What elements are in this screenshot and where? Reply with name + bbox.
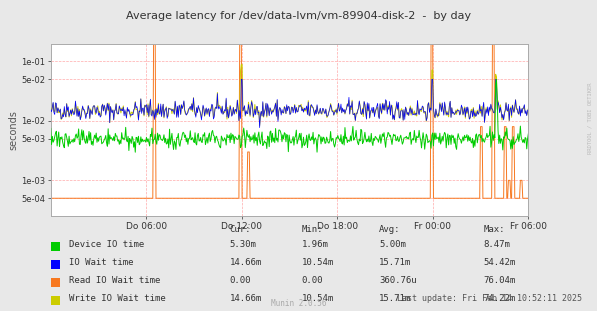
Text: Max:: Max: xyxy=(484,225,505,234)
Text: 360.76u: 360.76u xyxy=(379,276,417,285)
Text: Cur:: Cur: xyxy=(230,225,251,234)
Text: 14.66m: 14.66m xyxy=(230,258,262,267)
Text: 54.42m: 54.42m xyxy=(484,258,516,267)
Text: IO Wait time: IO Wait time xyxy=(69,258,133,267)
Text: Device IO time: Device IO time xyxy=(69,240,144,249)
Text: Last update: Fri Feb 14 10:52:11 2025: Last update: Fri Feb 14 10:52:11 2025 xyxy=(397,294,582,303)
Text: 10.54m: 10.54m xyxy=(301,258,334,267)
Text: 1.96m: 1.96m xyxy=(301,240,328,249)
Text: Read IO Wait time: Read IO Wait time xyxy=(69,276,160,285)
Text: 8.47m: 8.47m xyxy=(484,240,510,249)
Text: 5.00m: 5.00m xyxy=(379,240,406,249)
Text: RRDTOOL / TOBI OETIKER: RRDTOOL / TOBI OETIKER xyxy=(588,82,593,154)
Text: 15.71m: 15.71m xyxy=(379,258,411,267)
Text: 0.00: 0.00 xyxy=(230,276,251,285)
Text: Min:: Min: xyxy=(301,225,323,234)
Text: 76.04m: 76.04m xyxy=(484,276,516,285)
Text: Write IO Wait time: Write IO Wait time xyxy=(69,294,165,303)
Text: Avg:: Avg: xyxy=(379,225,401,234)
Text: 0.00: 0.00 xyxy=(301,276,323,285)
Text: 15.71m: 15.71m xyxy=(379,294,411,303)
Text: 74.22m: 74.22m xyxy=(484,294,516,303)
Text: Average latency for /dev/data-lvm/vm-89904-disk-2  -  by day: Average latency for /dev/data-lvm/vm-899… xyxy=(126,11,471,21)
Text: 10.54m: 10.54m xyxy=(301,294,334,303)
Text: 5.30m: 5.30m xyxy=(230,240,257,249)
Y-axis label: seconds: seconds xyxy=(8,110,19,150)
Text: 14.66m: 14.66m xyxy=(230,294,262,303)
Text: Munin 2.0.56: Munin 2.0.56 xyxy=(271,299,326,308)
